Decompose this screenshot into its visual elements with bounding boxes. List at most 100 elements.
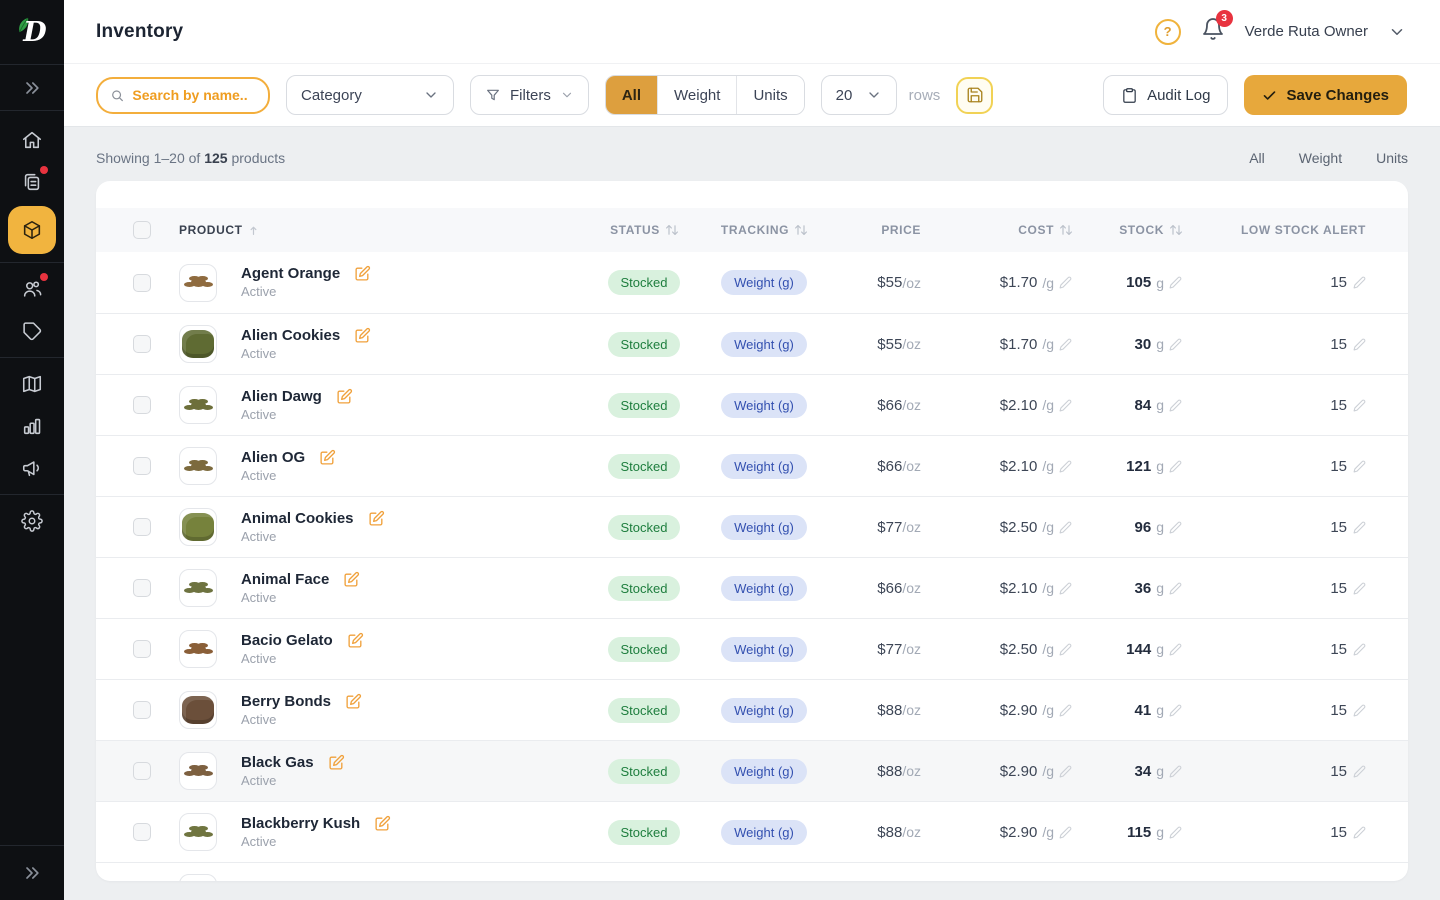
sidebar-item-tags[interactable] xyxy=(11,310,53,352)
row-checkbox[interactable] xyxy=(133,701,151,719)
rows-per-page-select[interactable]: 20 xyxy=(821,75,897,115)
column-header-status[interactable]: STATUS xyxy=(584,223,704,237)
sidebar-collapse-button[interactable] xyxy=(0,65,64,110)
search-input[interactable] xyxy=(132,87,258,103)
row-checkbox[interactable] xyxy=(133,823,151,841)
edit-cost-icon[interactable] xyxy=(1059,521,1072,534)
row-checkbox[interactable] xyxy=(133,640,151,658)
table-row[interactable]: Alien Dawg Active Stocked Weight (g) $66… xyxy=(96,374,1408,435)
category-select[interactable]: Category xyxy=(286,75,454,115)
row-checkbox[interactable] xyxy=(133,335,151,353)
edit-cost-icon[interactable] xyxy=(1059,276,1072,289)
edit-product-icon[interactable] xyxy=(336,388,353,405)
edit-product-icon[interactable] xyxy=(368,510,385,527)
edit-stock-icon[interactable] xyxy=(1169,338,1182,351)
edit-product-icon[interactable] xyxy=(345,693,362,710)
search-box[interactable] xyxy=(96,77,270,114)
table-row[interactable]: Alien OG Active Stocked Weight (g) $66/o… xyxy=(96,435,1408,496)
row-checkbox[interactable] xyxy=(133,762,151,780)
edit-low-stock-alert-icon[interactable] xyxy=(1353,765,1366,778)
edit-low-stock-alert-icon[interactable] xyxy=(1353,399,1366,412)
segment-weight[interactable]: Weight xyxy=(657,76,736,114)
edit-stock-icon[interactable] xyxy=(1169,704,1182,717)
edit-stock-icon[interactable] xyxy=(1169,826,1182,839)
edit-low-stock-alert-icon[interactable] xyxy=(1353,460,1366,473)
edit-cost-icon[interactable] xyxy=(1059,643,1072,656)
edit-stock-icon[interactable] xyxy=(1169,765,1182,778)
edit-stock-icon[interactable] xyxy=(1169,460,1182,473)
edit-product-icon[interactable] xyxy=(328,754,345,771)
sidebar-item-orders[interactable] xyxy=(11,161,53,203)
edit-stock-icon[interactable] xyxy=(1169,276,1182,289)
row-checkbox[interactable] xyxy=(133,579,151,597)
brand-logo[interactable]: D xyxy=(0,0,64,64)
edit-stock-icon[interactable] xyxy=(1169,399,1182,412)
edit-cost-icon[interactable] xyxy=(1059,582,1072,595)
row-checkbox[interactable] xyxy=(133,274,151,292)
notifications-button[interactable]: 3 xyxy=(1201,17,1225,46)
edit-low-stock-alert-icon[interactable] xyxy=(1353,643,1366,656)
column-header-low-stock-alert[interactable]: LOW STOCK ALERT xyxy=(1182,223,1408,237)
segment-units[interactable]: Units xyxy=(736,76,803,114)
edit-stock-icon[interactable] xyxy=(1169,643,1182,656)
edit-product-icon[interactable] xyxy=(354,327,371,344)
column-header-stock[interactable]: STOCK xyxy=(1072,223,1182,237)
sidebar-item-reports[interactable] xyxy=(11,405,53,447)
edit-stock-icon[interactable] xyxy=(1169,521,1182,534)
edit-product-icon[interactable] xyxy=(347,632,364,649)
table-row[interactable]: Agent Orange Active Stocked Weight (g) $… xyxy=(96,252,1408,313)
table-row[interactable]: Animal Cookies Active Stocked Weight (g)… xyxy=(96,496,1408,557)
row-checkbox[interactable] xyxy=(133,457,151,475)
table-row[interactable]: Berry Bonds Active Stocked Weight (g) $8… xyxy=(96,679,1408,740)
link-all[interactable]: All xyxy=(1249,150,1265,166)
segment-all[interactable]: All xyxy=(606,76,657,114)
row-checkbox[interactable] xyxy=(133,396,151,414)
edit-low-stock-alert-icon[interactable] xyxy=(1353,276,1366,289)
sidebar-item-inventory[interactable] xyxy=(8,206,56,254)
row-checkbox[interactable] xyxy=(133,518,151,536)
sidebar-item-settings[interactable] xyxy=(11,500,53,542)
edit-product-icon[interactable] xyxy=(354,265,371,282)
table-row[interactable]: Bacio Gelato Active Stocked Weight (g) $… xyxy=(96,618,1408,679)
sidebar-item-home[interactable] xyxy=(11,119,53,161)
help-button[interactable]: ? xyxy=(1155,19,1181,45)
column-header-price[interactable]: PRICE xyxy=(824,223,921,237)
edit-product-icon[interactable] xyxy=(374,815,391,832)
column-header-cost[interactable]: COST xyxy=(921,223,1072,237)
table-row[interactable]: Blackberry Kush Active Stocked Weight (g… xyxy=(96,801,1408,862)
audit-log-button[interactable]: Audit Log xyxy=(1103,75,1228,115)
edit-cost-icon[interactable] xyxy=(1059,399,1072,412)
sidebar-expand-button[interactable] xyxy=(0,846,64,900)
column-header-product[interactable]: PRODUCT xyxy=(179,223,584,237)
link-weight[interactable]: Weight xyxy=(1299,150,1342,166)
edit-cost-icon[interactable] xyxy=(1059,826,1072,839)
filters-button[interactable]: Filters xyxy=(470,75,589,115)
link-units[interactable]: Units xyxy=(1376,150,1408,166)
table-row[interactable]: Alien Cookies Active Stocked Weight (g) … xyxy=(96,313,1408,374)
edit-product-icon[interactable] xyxy=(319,449,336,466)
save-view-button[interactable] xyxy=(956,77,993,114)
edit-cost-icon[interactable] xyxy=(1059,765,1072,778)
edit-stock-icon[interactable] xyxy=(1169,582,1182,595)
chevron-down-icon[interactable] xyxy=(1388,23,1406,41)
edit-product-icon[interactable] xyxy=(343,571,360,588)
sidebar-item-customers[interactable] xyxy=(11,268,53,310)
price-value: $66 xyxy=(877,580,902,597)
edit-low-stock-alert-icon[interactable] xyxy=(1353,826,1366,839)
table-row[interactable]: Animal Face Active Stocked Weight (g) $6… xyxy=(96,557,1408,618)
edit-low-stock-alert-icon[interactable] xyxy=(1353,704,1366,717)
column-header-tracking[interactable]: TRACKING xyxy=(704,223,824,237)
table-row[interactable]: Black Gas Active Stocked Weight (g) $88/… xyxy=(96,740,1408,801)
user-menu-label[interactable]: Verde Ruta Owner xyxy=(1245,23,1368,40)
edit-low-stock-alert-icon[interactable] xyxy=(1353,521,1366,534)
select-all-checkbox[interactable] xyxy=(133,221,151,239)
sidebar-item-marketing[interactable] xyxy=(11,447,53,489)
edit-low-stock-alert-icon[interactable] xyxy=(1353,338,1366,351)
edit-cost-icon[interactable] xyxy=(1059,460,1072,473)
table-row[interactable] xyxy=(96,862,1408,881)
edit-cost-icon[interactable] xyxy=(1059,338,1072,351)
save-changes-button[interactable]: Save Changes xyxy=(1244,75,1407,115)
edit-cost-icon[interactable] xyxy=(1059,704,1072,717)
edit-low-stock-alert-icon[interactable] xyxy=(1353,582,1366,595)
sidebar-item-locations[interactable] xyxy=(11,363,53,405)
